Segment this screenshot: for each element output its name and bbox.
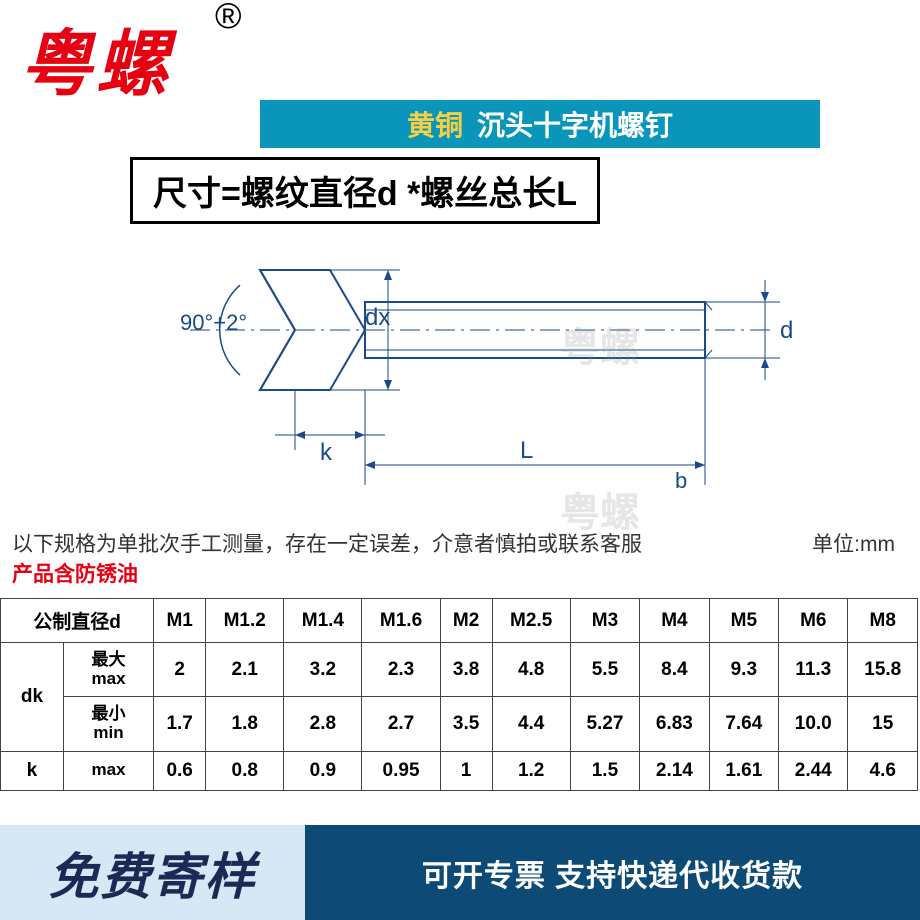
diagram-svg: 90°+2° dx k L d b	[120, 230, 820, 490]
col-M25: M2.5	[492, 599, 570, 643]
col-M2: M2	[440, 599, 492, 643]
title-product: 沉头十字机螺钉	[477, 104, 673, 144]
spec-table: 公制直径d M1 M1.2 M1.4 M1.6 M2 M2.5 M3 M4 M5…	[0, 598, 918, 791]
title-bar: 黄铜 沉头十字机螺钉	[260, 100, 820, 148]
b-label: b	[675, 468, 687, 493]
table-header-row: 公制直径d M1 M1.2 M1.4 M1.6 M2 M2.5 M3 M4 M5…	[1, 599, 918, 643]
table-row: k max 0.6 0.8 0.9 0.95 1 1.2 1.5 2.14 1.…	[1, 751, 918, 790]
col-M16: M1.6	[362, 599, 440, 643]
k-label: k	[320, 439, 333, 466]
note-line2: 产品含防锈油	[12, 558, 138, 588]
footer-services: 可开专票 支持快递代收货款	[305, 825, 920, 920]
col-M12: M1.2	[206, 599, 284, 643]
row-k: k	[1, 751, 64, 790]
footer-free-sample: 免费寄样	[0, 825, 305, 920]
col-M1: M1	[154, 599, 206, 643]
row-k-max: max	[63, 751, 153, 790]
table-row: 最小 min 1.7 1.8 2.8 2.7 3.5 4.4 5.27 6.83…	[1, 697, 918, 751]
brand-logo: 粤螺	[20, 5, 172, 110]
row-dk-min: 最小 min	[63, 697, 153, 751]
col-M6: M6	[779, 599, 848, 643]
footer: 免费寄样 可开专票 支持快递代收货款	[0, 825, 920, 920]
header-d: 公制直径d	[1, 599, 154, 643]
col-M8: M8	[848, 599, 918, 643]
logo-text: 粤螺	[20, 25, 172, 105]
col-M5: M5	[709, 599, 778, 643]
col-M3: M3	[570, 599, 639, 643]
table-row: dk 最大 max 2 2.1 3.2 2.3 3.8 4.8 5.5 8.4 …	[1, 643, 918, 697]
angle-label: 90°+2°	[180, 310, 247, 335]
title-material: 黄铜	[407, 104, 463, 144]
note-line1: 以下规格为单批次手工测量，存在一定误差，介意者慎拍或联系客服	[12, 528, 642, 558]
formula-box: 尺寸=螺纹直径d *螺丝总长L	[130, 157, 600, 224]
unit-label: 单位:mm	[812, 528, 895, 558]
L-label: L	[520, 437, 533, 464]
col-M14: M1.4	[284, 599, 362, 643]
registered-mark: ®	[215, 0, 242, 37]
row-dk: dk	[1, 643, 64, 752]
dk-label: dx	[365, 304, 390, 331]
d-label: d	[780, 317, 793, 344]
row-dk-max: 最大 max	[63, 643, 153, 697]
col-M4: M4	[640, 599, 709, 643]
screw-diagram: 90°+2° dx k L d b	[120, 230, 820, 490]
